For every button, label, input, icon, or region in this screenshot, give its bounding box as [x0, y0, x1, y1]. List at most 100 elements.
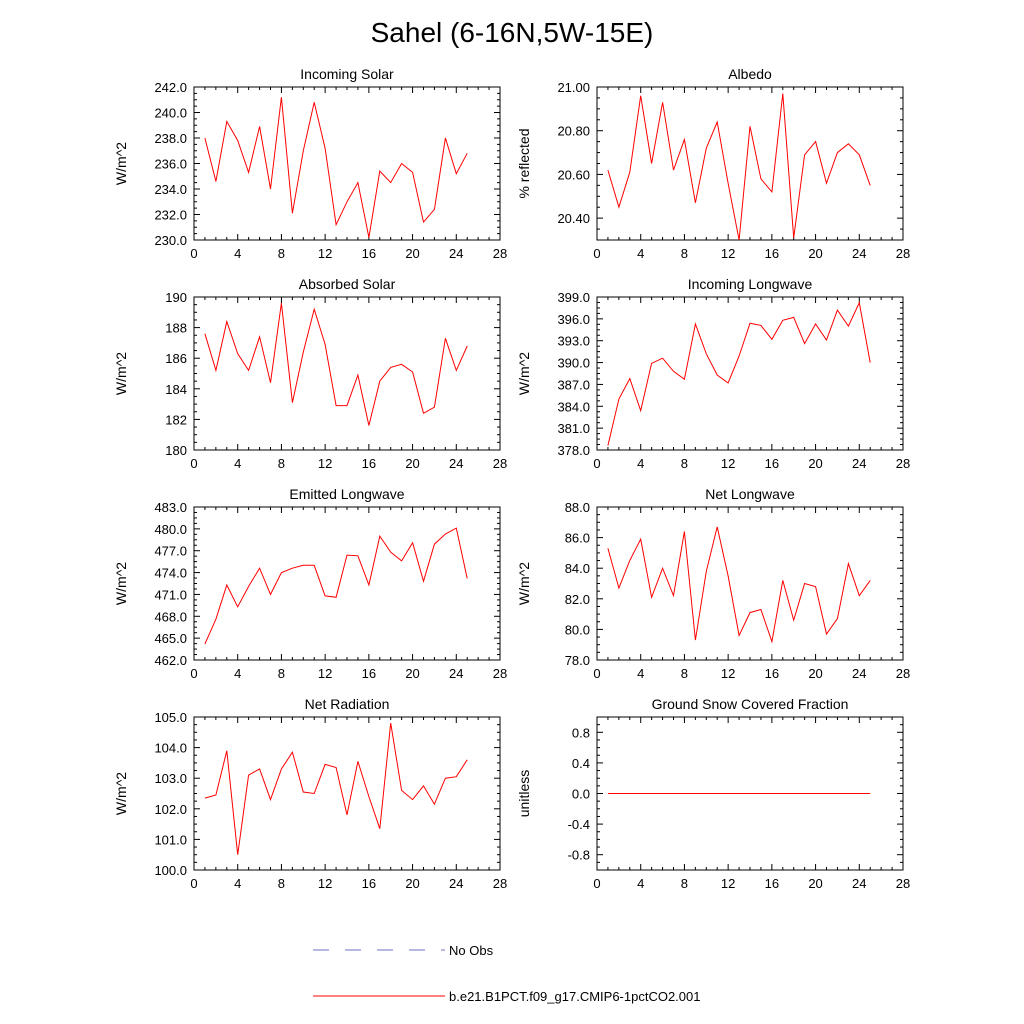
y-tick-label: 105.0 — [154, 710, 187, 725]
x-tick-label: 28 — [896, 666, 910, 681]
y-tick-label: 0.4 — [572, 756, 590, 771]
x-tick-label: 20 — [405, 456, 419, 471]
panel-frame — [596, 296, 904, 451]
y-axis-label: W/m^2 — [113, 772, 129, 815]
y-tick-label: 393.0 — [557, 334, 590, 349]
x-tick-label: 8 — [681, 456, 688, 471]
x-tick-label: 16 — [765, 456, 779, 471]
y-axis-label: W/m^2 — [113, 562, 129, 605]
x-tick-label: 24 — [852, 666, 866, 681]
y-axis-label: W/m^2 — [113, 352, 129, 395]
x-tick-label: 4 — [234, 876, 241, 891]
y-tick-label: 242.0 — [154, 80, 187, 95]
x-tick-label: 20 — [405, 246, 419, 261]
x-tick-label: 20 — [808, 666, 822, 681]
panels: Incoming Solar W/m^2 0 4 8 12 16 20 24 28 230.0 232… — [113, 66, 910, 891]
x-tick-label: 16 — [362, 666, 376, 681]
x-tick-label: 20 — [405, 666, 419, 681]
y-tick-label: 471.0 — [154, 587, 187, 602]
x-tick-label: 20 — [808, 456, 822, 471]
x-tick-label: 0 — [190, 456, 197, 471]
panel-frame — [193, 86, 501, 241]
panel-title: Emitted Longwave — [289, 486, 404, 502]
x-tick-label: 16 — [362, 876, 376, 891]
y-tick-label: -0.8 — [568, 848, 590, 863]
y-axis-label: W/m^2 — [516, 352, 532, 395]
panel-5: Emitted Longwave W/m^2 0 4 8 12 16 20 24 28 462.0 4… — [113, 486, 507, 681]
x-tick-label: 12 — [721, 666, 735, 681]
x-tick-label: 12 — [721, 456, 735, 471]
x-tick-label: 0 — [593, 246, 600, 261]
x-tick-label: 8 — [278, 456, 285, 471]
x-tick-label: 0 — [190, 666, 197, 681]
x-tick-label: 16 — [765, 876, 779, 891]
x-tick-label: 20 — [405, 876, 419, 891]
panel-title: Absorbed Solar — [299, 276, 396, 292]
y-tick-label: 477.0 — [154, 544, 187, 559]
x-tick-label: 0 — [593, 876, 600, 891]
x-tick-label: 8 — [278, 876, 285, 891]
x-tick-label: 8 — [681, 246, 688, 261]
x-tick-label: 4 — [637, 876, 644, 891]
y-tick-label: 184 — [165, 382, 187, 397]
panel-frame — [596, 506, 904, 661]
panel-frame — [193, 506, 501, 661]
y-tick-label: 240.0 — [154, 106, 187, 121]
panel-8: Ground Snow Covered Fraction unitless 0 4 8 1… — [516, 696, 910, 891]
series-line — [204, 723, 468, 855]
x-tick-label: 4 — [637, 246, 644, 261]
panel-title: Albedo — [728, 66, 772, 82]
y-tick-label: 20.60 — [557, 167, 590, 182]
y-tick-label: -0.4 — [568, 817, 590, 832]
y-tick-label: 88.0 — [565, 500, 590, 515]
x-tick-label: 12 — [318, 876, 332, 891]
x-tick-label: 28 — [493, 246, 507, 261]
y-tick-label: 21.00 — [557, 80, 590, 95]
legend-obs-label: No Obs — [449, 943, 494, 958]
y-tick-label: 390.0 — [557, 356, 590, 371]
y-axis-label: unitless — [516, 770, 532, 817]
legend: No Obs b.e21.B1PCT.f09_g17.CMIP6-1pctCO2… — [313, 943, 700, 1004]
x-tick-label: 28 — [896, 456, 910, 471]
x-tick-label: 12 — [318, 666, 332, 681]
panel-frame — [193, 716, 501, 871]
y-tick-label: 20.40 — [557, 211, 590, 226]
x-tick-label: 0 — [190, 876, 197, 891]
x-tick-label: 16 — [362, 246, 376, 261]
x-tick-label: 4 — [637, 666, 644, 681]
x-tick-label: 24 — [852, 876, 866, 891]
x-tick-label: 0 — [593, 456, 600, 471]
y-tick-label: 20.80 — [557, 124, 590, 139]
figure-title: Sahel (6-16N,5W-15E) — [371, 17, 654, 48]
panel-2: Albedo % reflected 0 4 8 12 16 20 24 28 20.40 20.60… — [516, 66, 910, 261]
panel-frame — [193, 296, 501, 451]
y-tick-label: 0.0 — [572, 787, 590, 802]
x-tick-label: 12 — [318, 456, 332, 471]
y-tick-label: 462.0 — [154, 653, 187, 668]
x-tick-label: 24 — [852, 456, 866, 471]
y-tick-label: 80.0 — [565, 622, 590, 637]
y-tick-label: 480.0 — [154, 522, 187, 537]
y-axis-label: W/m^2 — [516, 562, 532, 605]
panel-title: Incoming Longwave — [688, 276, 813, 292]
y-tick-label: 103.0 — [154, 771, 187, 786]
x-tick-label: 16 — [362, 456, 376, 471]
x-tick-label: 24 — [449, 456, 463, 471]
panel-4: Incoming Longwave W/m^2 0 4 8 12 16 20 24 28 378.0… — [516, 276, 910, 471]
x-tick-label: 24 — [449, 246, 463, 261]
x-tick-label: 12 — [318, 246, 332, 261]
panel-title: Net Radiation — [305, 696, 390, 712]
y-tick-label: 230.0 — [154, 233, 187, 248]
x-tick-label: 4 — [234, 666, 241, 681]
y-tick-label: 465.0 — [154, 631, 187, 646]
y-tick-label: 82.0 — [565, 592, 590, 607]
y-tick-label: 84.0 — [565, 561, 590, 576]
series-line — [204, 303, 468, 426]
y-tick-label: 384.0 — [557, 399, 590, 414]
x-tick-label: 8 — [681, 666, 688, 681]
x-tick-label: 4 — [234, 456, 241, 471]
series-line — [607, 301, 871, 446]
y-tick-label: 236.0 — [154, 157, 187, 172]
y-tick-label: 86.0 — [565, 531, 590, 546]
x-tick-label: 28 — [493, 456, 507, 471]
